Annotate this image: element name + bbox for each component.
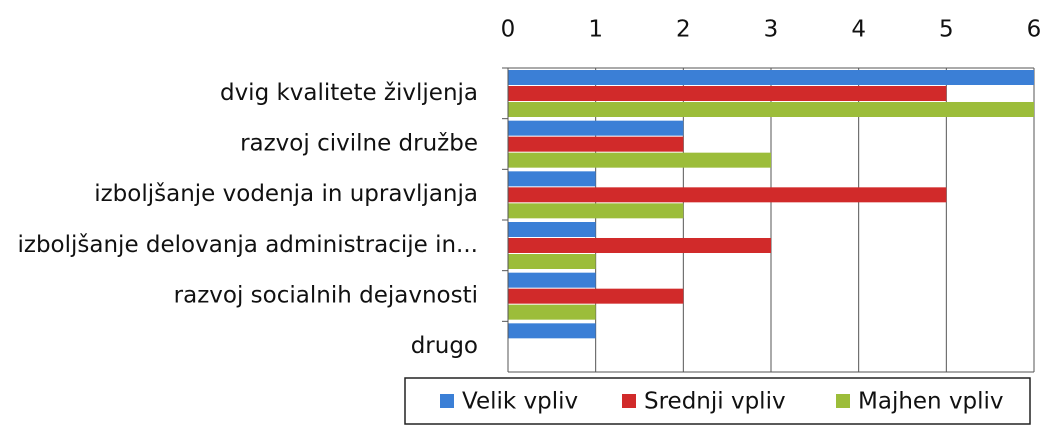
bar: [508, 254, 596, 269]
y-tick-label: izboljšanje delovanja administracije in.…: [17, 232, 478, 258]
y-tick-label: razvoj socialnih dejavnosti: [174, 283, 478, 309]
y-tick-label: izboljšanje vodenja in upravljanja: [94, 181, 478, 207]
bar: [508, 102, 1034, 117]
legend-swatch: [836, 394, 850, 408]
legend-swatch: [440, 394, 454, 408]
y-tick-label: drugo: [411, 333, 478, 359]
bar: [508, 272, 596, 288]
x-tick-label: 5: [939, 17, 954, 43]
legend-label: Srednji vpliv: [644, 389, 786, 415]
y-tick-label: dvig kvalitete življenja: [220, 80, 478, 106]
x-tick-label: 3: [764, 17, 779, 43]
bar: [508, 222, 596, 237]
x-tick-label: 4: [851, 17, 866, 43]
bar: [508, 304, 596, 320]
bar: [508, 70, 1034, 85]
x-tick-label: 1: [588, 17, 603, 43]
y-tick-label: razvoj civilne družbe: [240, 131, 478, 157]
bar: [508, 136, 684, 152]
x-tick-label: 2: [676, 17, 691, 43]
bar: [508, 152, 771, 168]
legend-label: Majhen vpliv: [858, 389, 1004, 415]
bar: [508, 86, 947, 101]
legend-label: Velik vpliv: [462, 389, 578, 415]
bar: [508, 187, 947, 203]
legend-box: [404, 377, 1031, 425]
bar: [508, 203, 684, 219]
x-tick-label: 0: [501, 17, 516, 43]
bar: [508, 171, 596, 187]
legend-swatch: [622, 394, 636, 408]
bar: [508, 120, 684, 136]
bar: [508, 323, 596, 339]
x-tick-label: 6: [1027, 17, 1042, 43]
bar: [508, 288, 684, 304]
bar: [508, 238, 771, 253]
